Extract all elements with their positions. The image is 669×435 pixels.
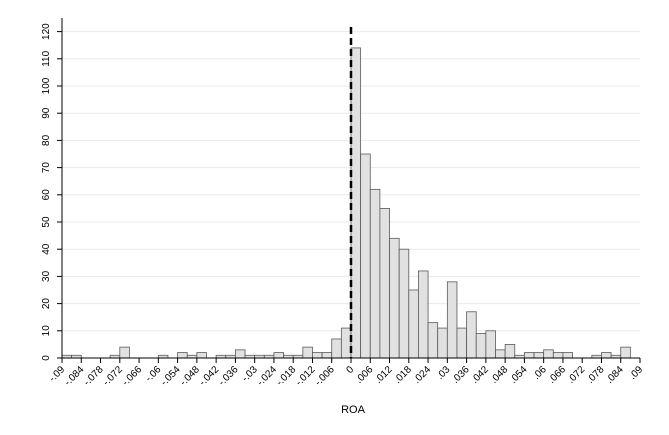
y-tick-label: 110 — [41, 50, 52, 66]
histogram-bar — [456, 327, 468, 359]
x-tick-label: .036 — [450, 364, 472, 386]
histogram-bar — [234, 349, 246, 359]
x-tick-label: -.078 — [82, 364, 106, 388]
x-tick-label: -.024 — [255, 364, 279, 388]
y-tick-label: 60 — [41, 189, 52, 201]
histogram-bar — [504, 343, 516, 359]
histogram-bar — [379, 207, 390, 359]
histogram-bar — [408, 289, 419, 359]
y-tick-label: 0 — [41, 355, 52, 361]
histogram-bar — [177, 352, 188, 359]
y-axis: 0 10 20 30 40 50 60 70 80 90 100 110 120 — [41, 18, 63, 361]
histogram-bar — [418, 270, 429, 359]
x-tick-label: -.048 — [178, 364, 202, 388]
histogram-bar — [533, 352, 545, 359]
histogram-bar — [340, 327, 352, 359]
y-tick-label: 30 — [41, 270, 52, 282]
histogram-bar — [552, 352, 564, 359]
x-tick-label: .006 — [354, 364, 376, 386]
histogram-bar — [273, 352, 284, 359]
x-tick-label: .084 — [604, 364, 626, 386]
histogram-bar — [119, 346, 130, 359]
y-tick-label: 10 — [41, 325, 52, 337]
histogram-bar — [302, 346, 313, 359]
histogram-bar — [620, 346, 631, 359]
x-tick-label: -.072 — [101, 364, 125, 388]
x-tick-label: -.018 — [274, 364, 298, 388]
histogram-bar — [485, 330, 496, 359]
x-tick-label: -.042 — [197, 364, 221, 388]
histogram-bar — [543, 349, 554, 359]
x-tick-label: .018 — [392, 364, 414, 386]
x-tick-label: .042 — [469, 364, 491, 386]
y-tick-label: 80 — [41, 134, 52, 146]
x-tick-label: -.036 — [217, 364, 241, 388]
x-tick-label: -.066 — [120, 364, 144, 388]
x-tick-label: .066 — [547, 364, 569, 386]
x-tick-label: .012 — [373, 364, 395, 386]
x-tick-label: .09 — [628, 364, 646, 382]
y-tick-label: 100 — [41, 77, 52, 94]
histogram-bar — [437, 327, 448, 359]
histogram-bar — [331, 338, 342, 359]
x-tick-label: .078 — [585, 364, 607, 386]
y-tick-label: 90 — [41, 107, 52, 119]
y-tick-label: 120 — [41, 23, 52, 40]
histogram-bar — [475, 333, 487, 359]
x-axis-title: ROA — [341, 404, 366, 416]
histogram-bar — [446, 281, 458, 359]
histogram-bar — [601, 352, 612, 359]
x-tick-label: 0 — [344, 364, 356, 376]
histogram-bar — [369, 188, 381, 359]
histogram-bar — [495, 349, 506, 359]
histogram-bar — [389, 237, 400, 359]
x-tick-label: .072 — [566, 364, 588, 386]
histogram-bar — [427, 322, 439, 359]
x-tick-label: .024 — [412, 364, 434, 386]
x-tick-label: -.084 — [62, 364, 86, 388]
y-tick-label: 70 — [41, 162, 52, 174]
histogram-bar — [196, 352, 207, 359]
histogram-bar — [466, 311, 477, 359]
x-tick-label: .054 — [508, 364, 530, 386]
histogram-bar — [360, 153, 371, 359]
y-tick-label: 50 — [41, 216, 52, 228]
x-axis: -.09-.084-.078-.072-.066 -.06-.054-.048-.… — [47, 357, 646, 388]
histogram-bar — [350, 47, 362, 359]
histogram-bar — [321, 352, 333, 359]
histogram-bar — [562, 352, 573, 359]
histogram-bar — [524, 352, 535, 359]
y-tick-label: 40 — [41, 243, 52, 255]
x-tick-label: .048 — [489, 364, 511, 386]
x-tick-label: -.006 — [313, 364, 337, 388]
histogram-bars — [61, 47, 631, 359]
x-tick-label: -.012 — [294, 364, 318, 388]
x-tick-label: -.054 — [159, 364, 183, 388]
y-tick-label: 20 — [41, 298, 52, 310]
histogram-bar — [312, 352, 323, 359]
histogram-bar — [398, 248, 410, 359]
